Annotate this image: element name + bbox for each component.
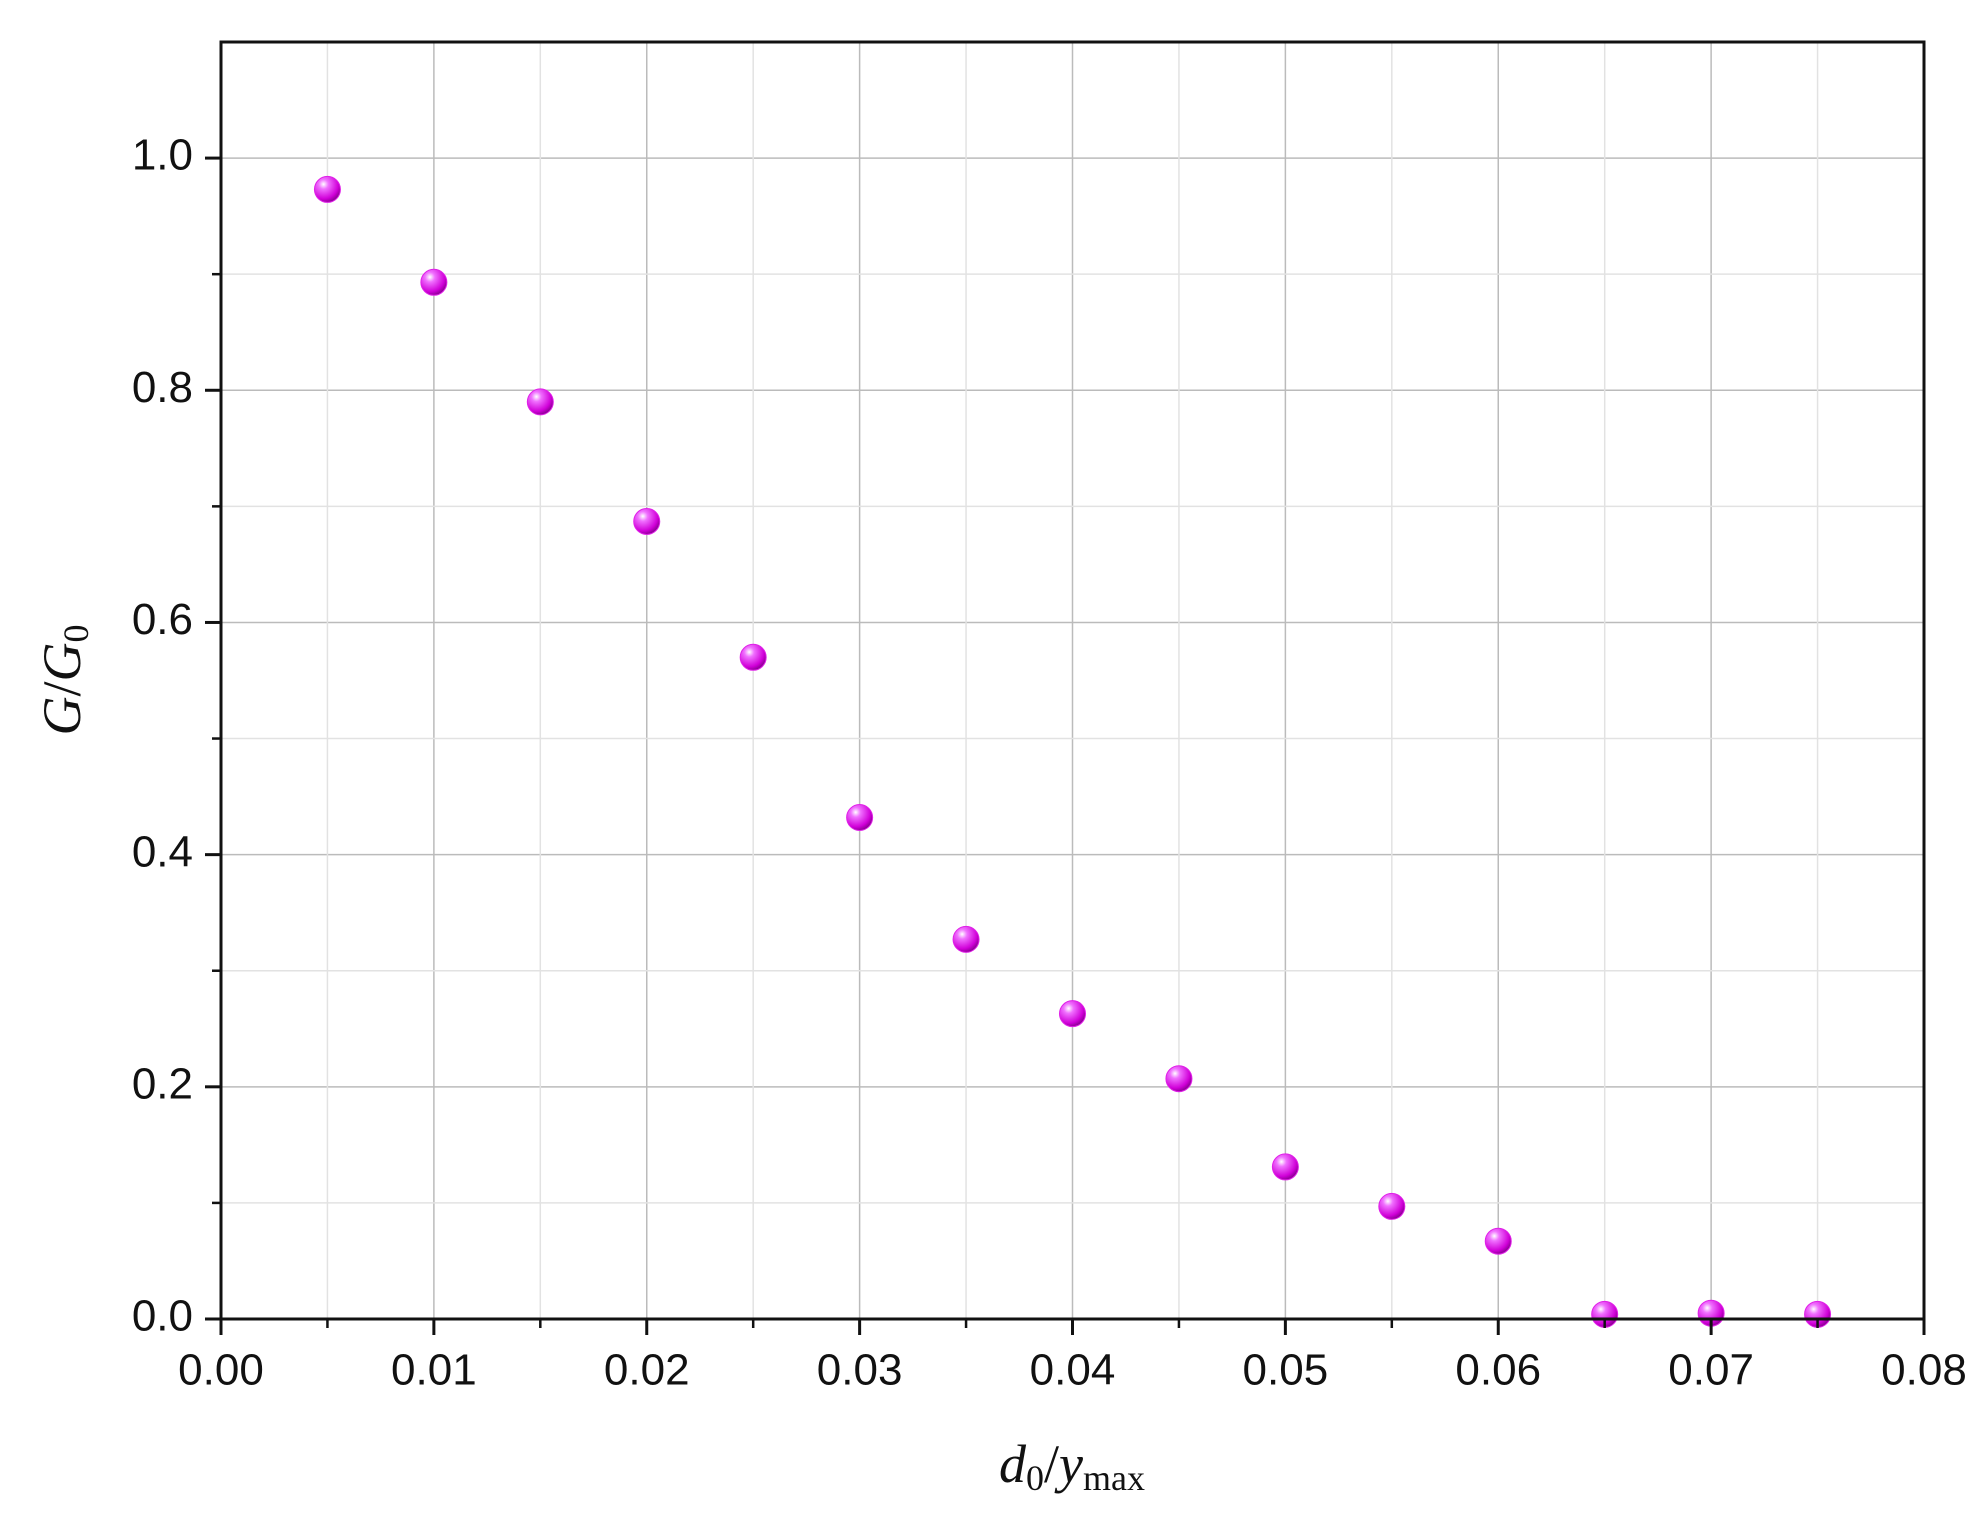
x-axis-label: d0/ymax [999, 1434, 1145, 1498]
x-tick-label: 0.04 [1030, 1346, 1116, 1395]
x-tick-label: 0.05 [1243, 1346, 1329, 1395]
x-label-part: max [1083, 1458, 1145, 1498]
y-label-part: / [32, 681, 92, 696]
x-tick-label: 0.01 [391, 1346, 477, 1395]
point [633, 507, 661, 535]
y-tick-label: 1.0 [132, 131, 193, 180]
point [526, 388, 554, 416]
y-label-part: G [32, 642, 92, 681]
grid [220, 42, 1925, 1320]
y-axis-label: G/G0 [32, 624, 96, 735]
x-label-part: d [999, 1434, 1027, 1494]
x-label-part: y [1054, 1434, 1083, 1494]
point [1271, 1153, 1299, 1181]
y-label-part: G [32, 697, 92, 736]
x-tick-label: 0.07 [1668, 1346, 1754, 1395]
point [420, 268, 448, 296]
point [1378, 1192, 1406, 1220]
point [313, 175, 341, 203]
y-tick-label: 0.6 [132, 595, 193, 644]
y-label-part: 0 [56, 624, 96, 642]
y-tick-label: 0.0 [132, 1292, 193, 1341]
x-tick-label: 0.08 [1881, 1346, 1967, 1395]
point [739, 643, 767, 671]
point [1484, 1227, 1512, 1255]
x-tick-label: 0.02 [604, 1346, 690, 1395]
x-tick-label: 0.00 [178, 1346, 264, 1395]
y-tick-label: 0.8 [132, 363, 193, 412]
point [1059, 1000, 1086, 1028]
point [952, 925, 980, 953]
point [846, 803, 874, 831]
y-tick-label: 0.4 [132, 827, 193, 876]
x-tick-label: 0.03 [817, 1346, 903, 1395]
point [1165, 1065, 1193, 1093]
x-tick-label: 0.06 [1455, 1346, 1541, 1395]
y-tick-label: 0.2 [132, 1059, 193, 1108]
x-label-part: / [1044, 1434, 1059, 1494]
x-label-part: 0 [1026, 1458, 1044, 1498]
